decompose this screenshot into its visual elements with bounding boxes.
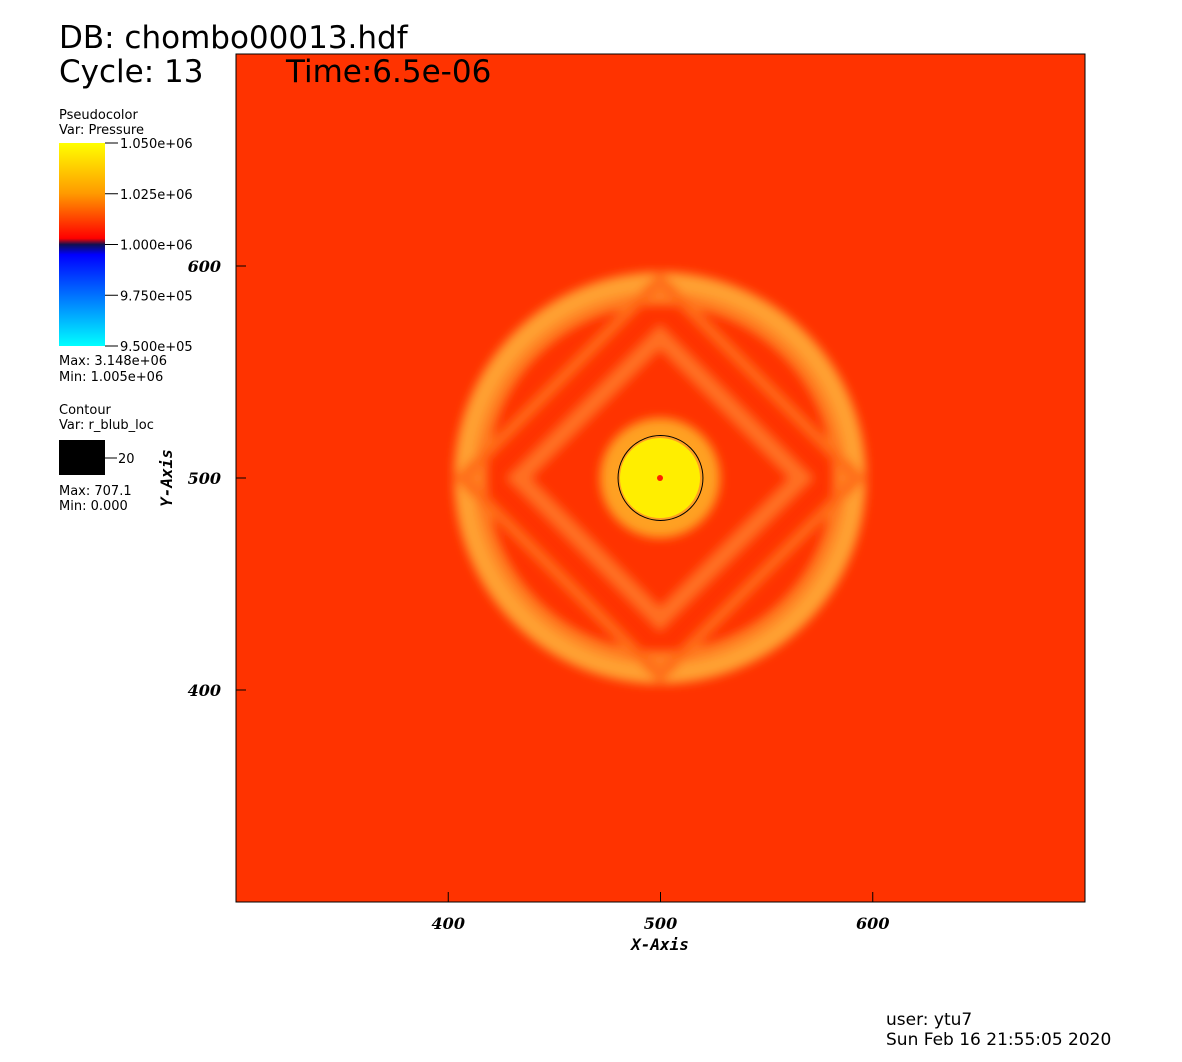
y-axis-label: Y-Axis: [157, 449, 176, 507]
contour-var: Var: r_blub_loc: [59, 418, 154, 433]
contour-min: Min: 0.000: [59, 499, 128, 514]
x-tick-label: 600: [856, 914, 889, 933]
date: Sun Feb 16 21:55:05 2020: [886, 1030, 1111, 1050]
y-tick-label: 400: [188, 681, 221, 700]
legend-var: Var: Pressure: [59, 123, 144, 138]
contour-swatch: [59, 440, 105, 475]
legend-max: Max: 3.148e+06: [59, 354, 167, 369]
colorbar-tick-label: 1.050e+06: [120, 137, 193, 152]
colorbar-tick-label: 1.025e+06: [120, 188, 193, 203]
colorbar-tick-label: 1.000e+06: [120, 239, 193, 254]
time: Time:6.5e-06: [285, 54, 491, 90]
db-title: DB: chombo00013.hdf: [59, 20, 409, 56]
y-tick-label: 500: [188, 469, 221, 488]
y-tick-label: 600: [188, 257, 221, 276]
contour-max: Max: 707.1: [59, 484, 132, 499]
contour-plot: Contour: [59, 403, 112, 418]
colorbar: [59, 143, 105, 346]
user: user: ytu7: [886, 1010, 972, 1030]
colorbar-tick-label: 9.500e+05: [120, 340, 193, 355]
colorbar-tick-label: 9.750e+05: [120, 289, 193, 304]
contour-legend-label: 20: [118, 452, 135, 467]
contour-line: [617, 435, 704, 521]
legend-min: Min: 1.005e+06: [59, 370, 163, 385]
legend-plot: Pseudocolor: [59, 108, 138, 123]
cycle: Cycle: 13: [59, 54, 203, 90]
x-tick-label: 400: [432, 914, 465, 933]
x-tick-label: 500: [644, 914, 677, 933]
x-axis-label: X-Axis: [629, 935, 689, 954]
pressure-field: [236, 54, 1085, 902]
